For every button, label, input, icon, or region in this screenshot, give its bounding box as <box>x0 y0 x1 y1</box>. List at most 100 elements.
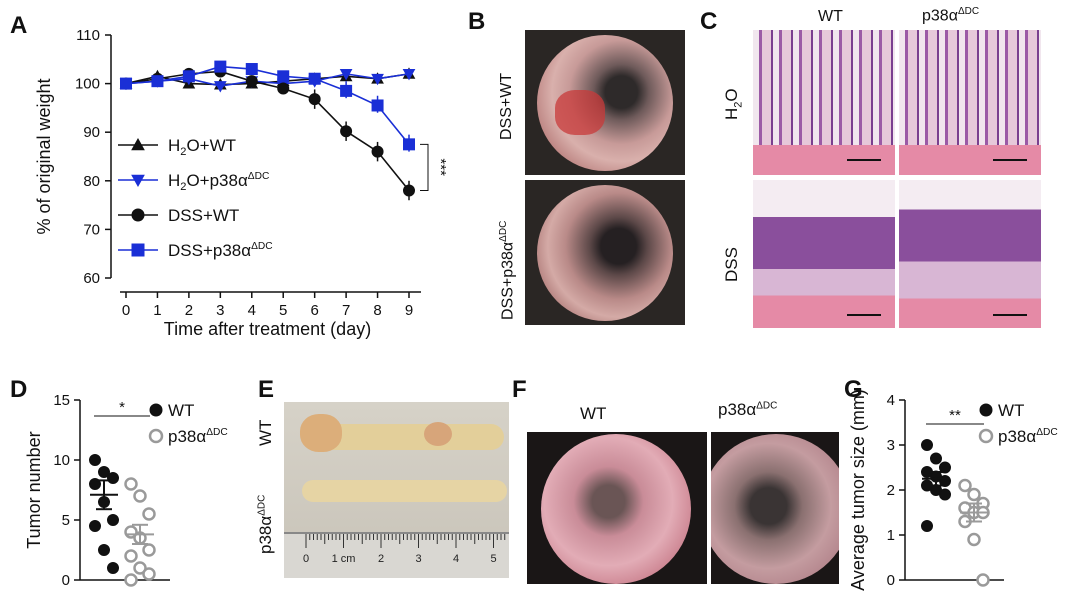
tumor-number-chart: 0 5 10 15 Tumor number WT p38αΔDC * <box>24 392 228 589</box>
histology-row-dss: DSS <box>722 247 741 282</box>
endoscopy-wt-photo <box>527 432 707 584</box>
data-point <box>124 477 138 491</box>
data-point <box>89 454 101 466</box>
panel-letter-c: C <box>700 8 718 35</box>
data-point <box>958 478 972 493</box>
endoscopy-dss-p38-photo <box>525 180 685 325</box>
legend-marker <box>148 428 164 444</box>
y-tick-label: 100 <box>75 76 100 93</box>
legend-label: H2O+p38αΔDC <box>168 171 269 193</box>
y-tick-label: 10 <box>53 452 70 469</box>
data-point <box>921 439 933 451</box>
data-point <box>213 81 227 93</box>
legend-label: p38αΔDC <box>168 427 228 446</box>
data-point <box>939 488 951 501</box>
data-point <box>371 145 384 158</box>
legend-marker <box>131 208 145 222</box>
y-tick-label: 0 <box>62 572 70 589</box>
legend-label: DSS+p38αΔDC <box>168 241 273 260</box>
data-point <box>340 84 353 97</box>
data-point <box>403 184 415 197</box>
x-tick-label: 8 <box>373 302 381 319</box>
panel-letter-b: B <box>468 8 486 35</box>
data-point <box>277 70 290 83</box>
data-point <box>340 125 353 138</box>
x-tick-label: 5 <box>279 302 287 319</box>
data-point <box>308 93 321 106</box>
legend-label: WT <box>168 401 194 420</box>
data-point <box>98 544 110 556</box>
data-point <box>133 561 147 575</box>
data-point <box>182 70 195 83</box>
x-tick-label: 2 <box>185 302 193 319</box>
x-tick-label: 0 <box>122 302 130 319</box>
data-point <box>142 507 156 521</box>
legend-marker <box>131 174 145 188</box>
legend-marker <box>149 403 163 417</box>
ruler-label: 0 <box>303 553 309 565</box>
y-tick-label: 70 <box>83 221 100 238</box>
data-point <box>930 452 942 465</box>
histology-col-wt: WT <box>818 8 843 25</box>
x-tick-label: 9 <box>405 302 413 319</box>
data-point <box>142 543 156 557</box>
data-point <box>921 520 933 532</box>
y-tick-label: 60 <box>83 270 100 287</box>
y-axis-label: Average tumor size (mm) <box>848 389 868 591</box>
data-point <box>371 73 384 86</box>
ruler-label: 3 <box>415 553 421 565</box>
data-point <box>245 75 258 88</box>
y-tick-label: 0 <box>887 572 895 589</box>
endo-wt-title: WT <box>580 404 607 423</box>
y-tick-label: 3 <box>887 437 895 454</box>
y-tick-label: 15 <box>53 392 70 409</box>
data-point <box>124 573 138 587</box>
data-point <box>371 99 384 112</box>
legend-label: DSS+WT <box>168 206 239 225</box>
histology-h2o-wt-photo <box>753 30 895 175</box>
x-tick-label: 7 <box>342 302 350 319</box>
legend-marker <box>978 428 994 444</box>
legend-marker <box>979 403 993 417</box>
y-tick-label: 110 <box>76 27 100 44</box>
y-tick-label: 2 <box>887 482 895 499</box>
significance-label: *** <box>432 158 449 176</box>
endoscopy-dss-wt-photo <box>525 30 685 175</box>
ruler: 0 1 cm 2 3 4 5 <box>303 534 506 565</box>
colon-wt-label: WT <box>256 419 275 446</box>
y-tick-label: 1 <box>887 527 895 544</box>
legend-label: H2O+WT <box>168 136 236 158</box>
data-point <box>967 487 981 502</box>
significance-label: ** <box>949 407 961 424</box>
y-axis-label: Tumor number <box>24 431 44 548</box>
histology-dss-wt-photo <box>753 180 895 328</box>
x-tick-label: 6 <box>310 302 318 319</box>
data-point <box>939 461 951 474</box>
legend-marker <box>131 243 145 257</box>
significance-label: * <box>119 399 125 416</box>
series-line <box>125 70 410 192</box>
y-tick-label: 90 <box>83 124 100 141</box>
series-line <box>125 73 410 87</box>
weight-line-chart: 60 70 80 90 100 110 0 1 2 3 4 5 6 7 8 9 Time after treat… <box>34 27 449 339</box>
significance-bracket <box>420 143 429 192</box>
data-point <box>107 562 119 574</box>
panel-letter-a: A <box>10 12 28 39</box>
panel-letter-f: F <box>512 376 527 403</box>
ruler-label: 4 <box>453 553 459 565</box>
data-point <box>403 138 415 151</box>
data-point <box>402 68 416 81</box>
ruler-label: 5 <box>490 553 496 565</box>
ruler-label: 2 <box>378 553 384 565</box>
data-point <box>120 77 132 90</box>
histology-h2o-p38-photo <box>899 30 1041 175</box>
legend-label: p38αΔDC <box>998 427 1058 446</box>
series-line <box>125 65 410 145</box>
data-point <box>151 75 164 88</box>
panel-letter-d: D <box>10 376 28 403</box>
data-point <box>214 60 227 73</box>
y-tick-label: 5 <box>62 512 70 529</box>
panel-letter-g: G <box>844 376 863 403</box>
data-point <box>133 489 147 503</box>
tumor-size-chart: 0 1 2 3 4 Average tumor size (mm) WT p38αΔDC ** <box>848 389 1058 591</box>
